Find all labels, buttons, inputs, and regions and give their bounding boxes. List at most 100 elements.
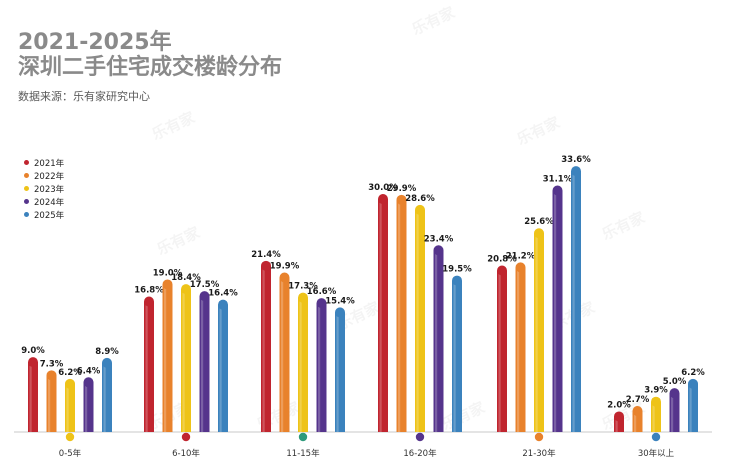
- bar-sheen: [634, 413, 637, 432]
- legend-label: 2025年: [34, 210, 65, 221]
- bar: [415, 209, 425, 432]
- data-label: 2.0%: [607, 400, 631, 410]
- category-marker: [415, 432, 425, 442]
- bar: [144, 301, 154, 432]
- bar-cap: [162, 279, 173, 290]
- bar: [497, 270, 507, 432]
- bar-cap: [83, 377, 94, 388]
- legend-swatch: [24, 186, 29, 191]
- data-label: 6.2%: [681, 368, 705, 378]
- bar-cap: [433, 245, 444, 256]
- bar-cap: [614, 411, 624, 422]
- bar-sheen: [554, 192, 557, 432]
- legend-swatch: [24, 212, 29, 217]
- data-label: 18.4%: [171, 273, 201, 283]
- bar-sheen: [29, 364, 32, 432]
- bar: [65, 383, 75, 432]
- data-label: 16.6%: [307, 287, 337, 297]
- data-label: 7.3%: [40, 359, 64, 369]
- bar: [632, 411, 643, 432]
- data-label: 19.0%: [153, 268, 183, 278]
- bar-cap: [415, 204, 425, 215]
- x-tick-label: 21-30年: [522, 448, 556, 459]
- bar-cap: [218, 299, 228, 310]
- data-label: 9.0%: [21, 346, 45, 356]
- watermark-text: 乐有家: [149, 108, 197, 143]
- bar-sheen: [48, 377, 51, 432]
- data-label: 15.4%: [325, 296, 355, 306]
- bar-cap: [452, 275, 462, 286]
- bar-cap: [378, 194, 388, 205]
- bar: [378, 199, 388, 432]
- bar-cap: [316, 298, 327, 309]
- bar-cap: [335, 307, 345, 318]
- bar: [433, 250, 444, 432]
- bar: [261, 265, 271, 432]
- data-label: 17.3%: [288, 282, 318, 292]
- watermark-text: 乐有家: [514, 113, 562, 148]
- legend-swatch: [24, 199, 29, 204]
- x-tick-label: 30年以上: [638, 448, 675, 459]
- bar: [279, 277, 290, 432]
- x-tick-label: 6-10年: [172, 448, 200, 459]
- bar-sheen: [145, 303, 148, 432]
- bar-cap: [669, 388, 680, 399]
- bar-sheen: [262, 267, 265, 432]
- bar-sheen: [103, 364, 106, 432]
- bar-sheen: [318, 305, 321, 432]
- bar: [669, 393, 680, 432]
- legend-item-2024: 2024年: [24, 195, 64, 208]
- bar: [316, 303, 327, 432]
- category-marker: [181, 432, 191, 442]
- data-label: 28.6%: [405, 194, 435, 204]
- bar-cap: [688, 378, 698, 389]
- bar-sheen: [299, 299, 302, 432]
- legend-label: 2023年: [34, 184, 65, 195]
- legend-item-2022: 2022年: [24, 169, 64, 182]
- data-label: 19.5%: [442, 265, 472, 275]
- bar-cap: [65, 378, 75, 389]
- bar-sheen: [517, 269, 520, 432]
- bar-sheen: [164, 286, 167, 432]
- bar-sheen: [201, 298, 204, 432]
- bar-cap: [28, 357, 38, 368]
- x-tick-label: 11-15年: [286, 448, 320, 459]
- bar: [181, 289, 191, 432]
- watermark-text: 乐有家: [154, 223, 202, 258]
- bar: [452, 280, 462, 432]
- bar-cap: [497, 265, 507, 276]
- bar: [199, 296, 210, 432]
- bar: [102, 362, 112, 432]
- data-label: 31.1%: [543, 175, 573, 185]
- data-label: 33.6%: [561, 155, 591, 165]
- bar-sheen: [336, 314, 339, 432]
- bar-sheen: [572, 173, 575, 432]
- legend: 2021年 2022年 2023年 2024年 2025年: [24, 156, 64, 221]
- x-tick-label: 16-20年: [403, 448, 437, 459]
- data-label: 3.9%: [644, 386, 668, 396]
- category-marker: [298, 432, 308, 442]
- bar: [614, 416, 624, 432]
- data-label: 29.9%: [387, 184, 417, 194]
- watermark-text: 乐有家: [599, 208, 647, 243]
- bar-sheen: [66, 385, 69, 432]
- legend-swatch: [24, 160, 29, 165]
- bar-sheen: [498, 272, 501, 432]
- watermark-text: 乐有家: [439, 398, 487, 433]
- data-label: 6.2%: [58, 368, 82, 378]
- data-label: 23.4%: [424, 234, 454, 244]
- legend-label: 2021年: [34, 158, 65, 169]
- bar-cap: [199, 291, 210, 302]
- bar-sheen: [379, 201, 382, 432]
- bar-sheen: [435, 252, 438, 432]
- bar-sheen: [85, 384, 88, 432]
- category-marker: [651, 432, 661, 442]
- bar: [298, 297, 308, 432]
- bar: [162, 284, 173, 432]
- bar-cap: [181, 284, 191, 295]
- bar: [552, 190, 563, 432]
- category-marker: [65, 432, 75, 442]
- bar-cap: [534, 228, 544, 239]
- bar-cap: [632, 406, 643, 417]
